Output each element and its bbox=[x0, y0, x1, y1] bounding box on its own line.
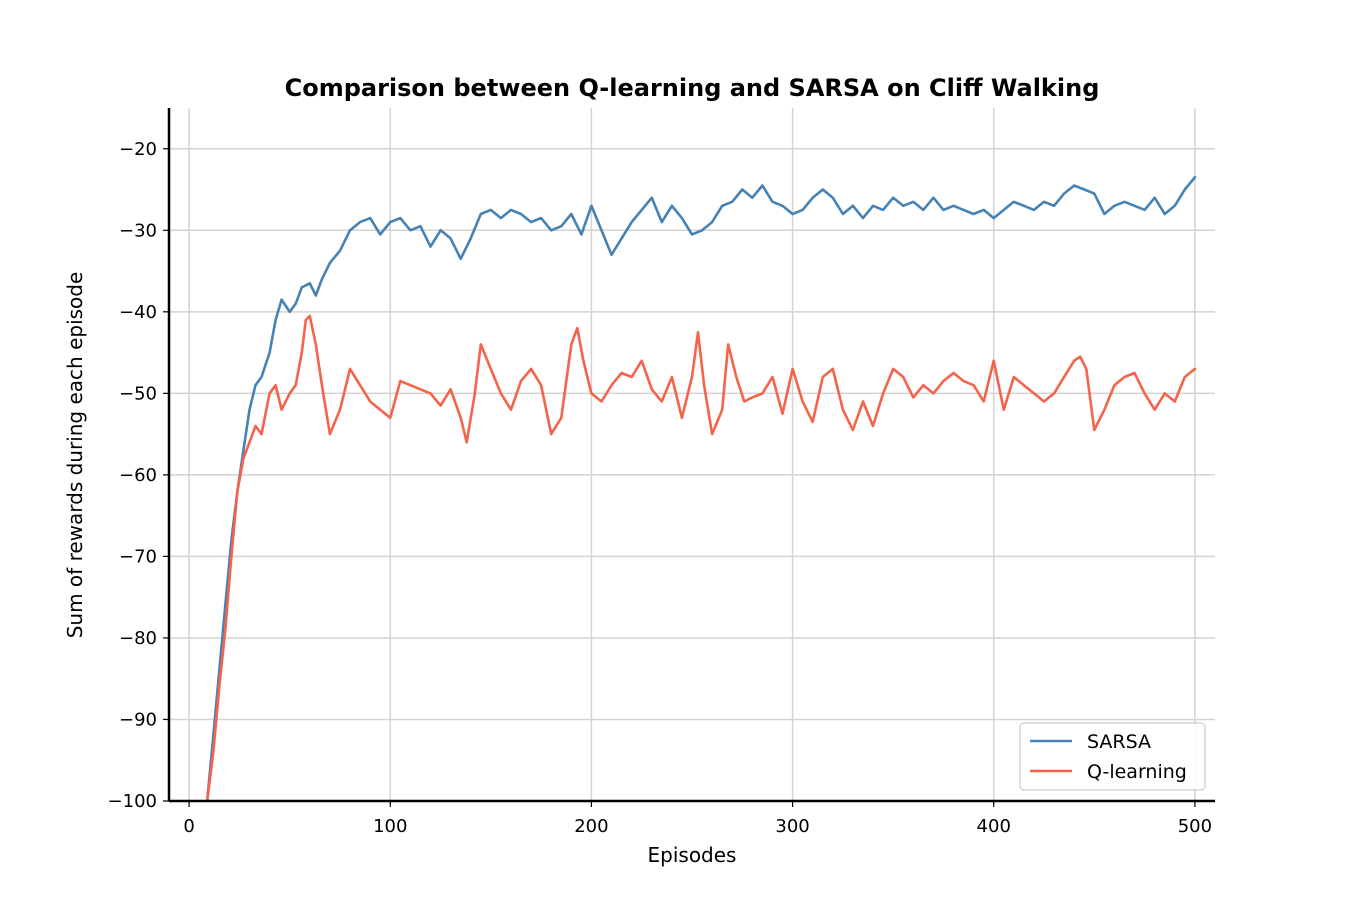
y-tick-label: −20 bbox=[119, 139, 157, 160]
y-tick-label: −60 bbox=[119, 465, 157, 486]
x-tick-label: 0 bbox=[183, 816, 194, 837]
ticks: 0 100 200 300 400 500 −100 −90 −80 −70 −60 −50 −40 −3… bbox=[108, 139, 1213, 837]
y-tick-label: −90 bbox=[119, 709, 157, 730]
legend-label: SARSA bbox=[1087, 731, 1151, 753]
y-tick-label: −100 bbox=[108, 791, 157, 812]
chart-title: Comparison between Q-learning and SARSA … bbox=[285, 74, 1100, 102]
x-tick-label: 400 bbox=[977, 816, 1011, 837]
y-tick-label: −80 bbox=[119, 628, 157, 649]
series-line-sarsa bbox=[205, 176, 1197, 801]
x-axis-label: Episodes bbox=[648, 843, 737, 867]
series-line-q-learning bbox=[205, 314, 1197, 801]
series-layer bbox=[205, 176, 1197, 801]
x-tick-label: 200 bbox=[574, 816, 608, 837]
legend: SARSA Q-learning bbox=[1019, 722, 1206, 791]
x-tick-label: 100 bbox=[373, 816, 407, 837]
grid bbox=[169, 108, 1215, 802]
y-tick-label: −30 bbox=[119, 220, 157, 241]
legend-label: Q-learning bbox=[1087, 761, 1187, 783]
y-tick-label: −40 bbox=[119, 302, 157, 323]
y-tick-label: −50 bbox=[119, 383, 157, 404]
y-tick-label: −70 bbox=[119, 546, 157, 567]
x-tick-label: 300 bbox=[775, 816, 809, 837]
axes bbox=[167, 108, 1215, 803]
y-axis-label: Sum of rewards during each episode bbox=[63, 272, 87, 639]
x-tick-label: 500 bbox=[1178, 816, 1212, 837]
